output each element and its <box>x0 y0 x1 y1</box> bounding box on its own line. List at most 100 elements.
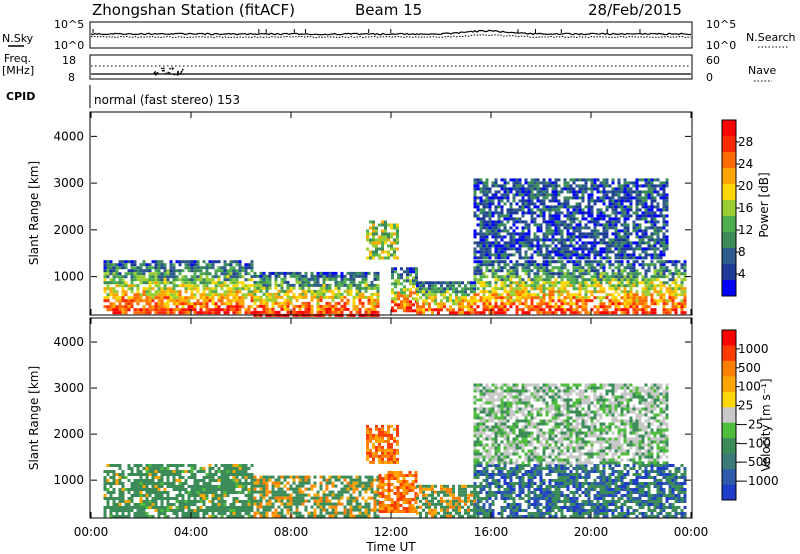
power-cell <box>674 278 678 282</box>
velocity-cell <box>232 491 236 494</box>
power-cell <box>620 272 624 276</box>
power-cell <box>506 302 510 306</box>
power-cell <box>118 305 122 309</box>
power-cell <box>265 277 269 281</box>
power-cell <box>367 286 371 290</box>
power-cell <box>614 247 618 251</box>
velocity-cell <box>241 506 245 509</box>
power-cell <box>479 190 483 194</box>
power-cell <box>464 305 467 309</box>
power-cell <box>352 307 356 311</box>
power-cell <box>461 311 464 315</box>
power-cell <box>539 308 543 312</box>
velocity-cell <box>340 487 344 491</box>
power-cell <box>662 205 666 209</box>
power-cell <box>548 199 552 203</box>
power-cell <box>653 250 657 254</box>
power-cell <box>476 272 480 276</box>
power-cell <box>644 284 648 288</box>
power-cell <box>485 190 489 194</box>
power-cell <box>366 238 369 242</box>
power-cell <box>494 281 498 285</box>
power-cell <box>572 272 576 276</box>
power-cell <box>509 202 513 206</box>
power-cell <box>488 205 492 209</box>
power-cell <box>602 199 606 203</box>
power-cell <box>608 247 612 251</box>
power-cell <box>563 272 567 276</box>
velocity-cell <box>268 502 272 506</box>
power-cell <box>464 290 467 294</box>
power-cell <box>494 190 498 194</box>
power-cell <box>154 260 158 264</box>
power-cell <box>506 278 510 282</box>
power-cell <box>623 211 627 215</box>
power-cell <box>503 256 507 260</box>
power-cell <box>352 301 356 305</box>
velocity-cell <box>169 470 173 473</box>
velocity-cell <box>301 496 305 500</box>
velocity-cell <box>208 473 212 476</box>
power-cell <box>491 199 495 203</box>
velocity-cell <box>172 488 176 491</box>
power-cell <box>629 253 633 257</box>
velocity-cell <box>286 496 290 500</box>
power-cell <box>232 272 236 276</box>
power-cell <box>536 269 540 273</box>
power-cell <box>376 274 380 278</box>
power-cell <box>479 263 483 267</box>
velocity-cell <box>175 467 179 470</box>
power-cell <box>671 305 675 309</box>
power-cell <box>578 235 582 239</box>
power-cell <box>680 299 684 303</box>
power-cell <box>358 301 362 305</box>
power-cell <box>539 299 543 303</box>
power-cell <box>127 269 131 273</box>
power-cell <box>205 269 209 273</box>
power-cell <box>659 275 663 279</box>
velocity-cell <box>118 488 122 491</box>
freq-mark <box>179 72 182 75</box>
power-cell <box>235 308 239 312</box>
power-cell <box>635 193 639 197</box>
power-cell <box>482 296 486 300</box>
velocity-cell <box>151 491 155 494</box>
power-cell <box>512 187 516 191</box>
power-cell <box>316 298 320 302</box>
power-cell <box>635 199 639 203</box>
power-cell <box>593 247 597 251</box>
velocity-cell <box>256 502 260 506</box>
power-cell <box>500 302 504 306</box>
velocity-cell <box>151 476 155 479</box>
power-cell <box>250 260 254 264</box>
power-cell <box>217 275 221 279</box>
power-cell <box>653 266 657 270</box>
velocity-cell <box>244 488 248 491</box>
power-cell <box>160 302 164 306</box>
power-cell <box>563 205 567 209</box>
power-cell <box>298 286 302 290</box>
power-cell <box>247 266 251 270</box>
velocity-cell <box>367 511 371 515</box>
power-cell <box>455 293 458 297</box>
freq-mark <box>169 67 172 70</box>
velocity-cell <box>241 473 245 476</box>
power-cell <box>235 284 239 288</box>
power-cell <box>259 271 263 275</box>
power-cell <box>596 269 600 273</box>
power-cell <box>593 281 597 285</box>
power-cell <box>476 250 480 254</box>
power-cell <box>572 208 576 212</box>
velocity-cell <box>148 515 152 518</box>
power-cell <box>569 235 573 239</box>
power-cell <box>393 223 396 227</box>
power-cell <box>121 290 125 294</box>
power-cell <box>136 293 140 297</box>
power-cell <box>548 284 552 288</box>
power-cell <box>635 241 639 245</box>
power-cell <box>650 178 654 182</box>
power-cell <box>118 281 122 285</box>
velocity-cell <box>298 502 302 506</box>
power-cell <box>178 260 182 264</box>
velocity-cell <box>109 470 113 473</box>
